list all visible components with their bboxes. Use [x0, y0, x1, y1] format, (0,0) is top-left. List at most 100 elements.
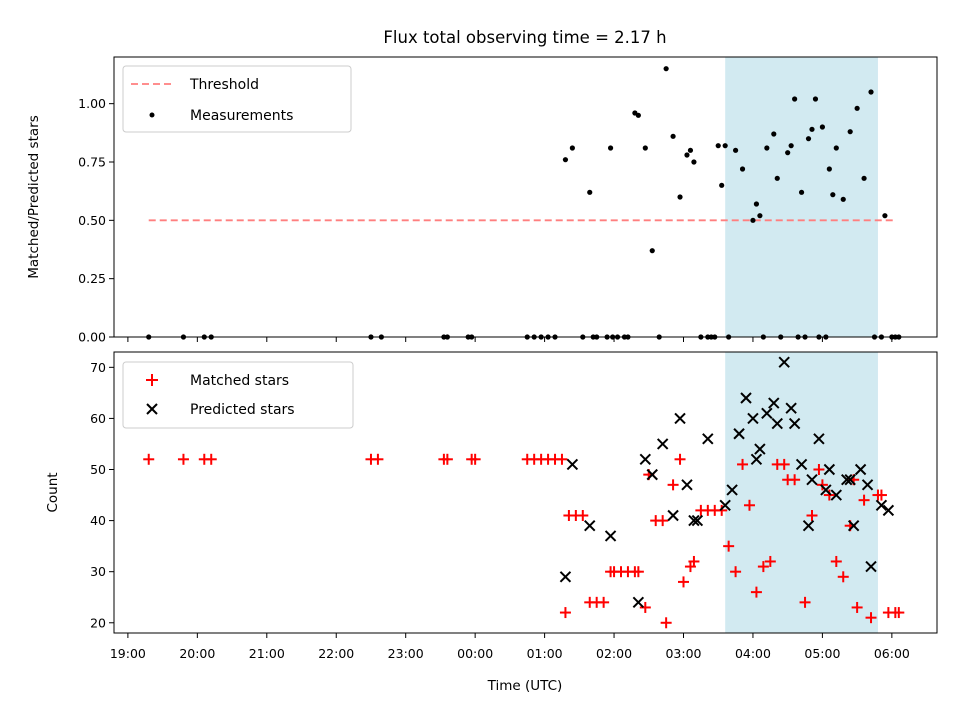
predicted-star-point: [733, 428, 745, 440]
x-tick-label: 03:00: [665, 646, 701, 661]
predicted-star-point: [761, 407, 773, 420]
predicted-star-point: [639, 453, 652, 465]
measurement-point: [840, 196, 846, 202]
count-legend-box: [122, 361, 354, 429]
matched-star-point: [816, 479, 828, 491]
predicted-star-point: [754, 443, 766, 455]
matched-star-point: [469, 453, 481, 465]
count-y-axis-label: Count: [45, 472, 61, 512]
predicted-star-point: [785, 402, 797, 414]
measurement-point: [715, 143, 721, 149]
measurement-point: [607, 145, 614, 151]
x-tick-label: 02:00: [596, 646, 632, 661]
count-x-ticks: 19:00 20:00 21:00 22:00 23:00 00:00 01:00 02:00…: [110, 633, 910, 661]
predicted-star-point: [861, 479, 874, 491]
measurement-point: [868, 89, 874, 95]
measurement-point: [757, 213, 763, 219]
count-y-tick-label: 60: [90, 411, 106, 426]
matched-star-point: [789, 474, 801, 486]
predicted-star-point: [702, 433, 714, 445]
measurement-point: [861, 175, 867, 181]
measurement-point: [732, 147, 739, 153]
measurement-point: [677, 194, 683, 200]
chart-title: Flux total observing time = 2.17 h: [383, 28, 666, 47]
observing-window-span: [725, 57, 878, 337]
ratio-legend-box: [122, 65, 352, 133]
matched-star-point: [730, 566, 742, 578]
matched-star-point: [205, 453, 217, 465]
matched-star-point: [764, 555, 776, 567]
measurement-point: [788, 143, 794, 149]
ratio-y-axis-label: Matched/Predicted stars: [26, 115, 42, 278]
matched-star-point: [858, 494, 870, 506]
matched-star-point: [837, 571, 849, 583]
measurements-legend-label: Measurements: [190, 108, 293, 124]
matched-star-point: [660, 617, 672, 629]
matched-star-point: [750, 586, 762, 598]
measurements-legend-swatch: [149, 112, 155, 118]
x-tick-label: 19:00: [110, 646, 146, 661]
predicted-legend-swatch: [146, 403, 158, 415]
predicted-star-point: [584, 520, 596, 532]
matched-star-point: [177, 453, 189, 465]
predicted-star-point: [768, 397, 780, 409]
predicted-star-point: [875, 499, 888, 511]
matched-star-point: [851, 601, 863, 613]
predicted-star-point: [771, 417, 783, 430]
predicted-star-point: [646, 468, 658, 481]
measurement-point: [847, 129, 853, 135]
x-tick-label: 20:00: [179, 646, 215, 661]
predicted-star-point: [726, 484, 738, 496]
ratio-legend: Threshold Measurements: [122, 65, 352, 133]
measurement-point: [826, 166, 832, 172]
matched-star-point: [372, 453, 384, 465]
predicted-star-point: [559, 571, 572, 583]
measurement-point: [562, 157, 569, 163]
predicted-star-point: [681, 479, 693, 491]
predicted-star-point: [844, 474, 856, 486]
count-legend: Matched stars Predicted stars: [122, 361, 354, 429]
predicted-star-point: [882, 504, 895, 517]
matched-star-point: [716, 504, 728, 516]
ratio-y-tick-label: 0.75: [78, 155, 106, 170]
predicted-star-point: [747, 412, 759, 425]
predicted-star-point: [823, 463, 836, 476]
predicted-star-point: [847, 520, 860, 532]
predicted-star-point: [806, 474, 818, 486]
predicted-star-point: [820, 484, 832, 496]
measurement-point: [798, 189, 805, 195]
ratio-axes-frame: [113, 56, 938, 338]
measurement-point: [819, 124, 826, 130]
measurement-point: [687, 147, 694, 153]
predicted-star-point: [719, 499, 731, 511]
measurement-point: [809, 126, 815, 132]
predicted-stars-points: [559, 356, 895, 609]
measurement-point: [812, 96, 819, 102]
measurement-point: [830, 192, 836, 198]
count-y-tick-label: 40: [90, 513, 106, 528]
matched-star-point: [865, 612, 877, 624]
matched-legend-swatch: [146, 374, 158, 386]
measurement-point: [670, 133, 676, 139]
x-tick-label: 00:00: [457, 646, 493, 661]
matched-star-point: [799, 596, 811, 608]
x-tick-label: 04:00: [735, 646, 771, 661]
predicted-star-point: [795, 458, 808, 471]
matched-star-point: [723, 540, 735, 552]
predicted-star-point: [788, 417, 801, 430]
predicted-star-point: [691, 514, 704, 527]
predicted-star-point: [802, 520, 815, 532]
predicted-star-point: [566, 458, 579, 471]
matched-star-point: [667, 479, 679, 491]
matched-star-point: [778, 458, 790, 470]
measurement-point: [753, 201, 760, 207]
measurement-point: [882, 213, 888, 219]
matched-star-point: [757, 561, 769, 573]
predicted-legend-label: Predicted stars: [190, 402, 295, 418]
matched-star-point: [632, 566, 644, 578]
count-y-tick-label: 50: [90, 462, 106, 477]
count-y-tick-label: 70: [90, 360, 106, 375]
measurement-point: [771, 131, 777, 137]
matched-star-point: [823, 489, 835, 501]
measurement-point: [684, 152, 690, 158]
